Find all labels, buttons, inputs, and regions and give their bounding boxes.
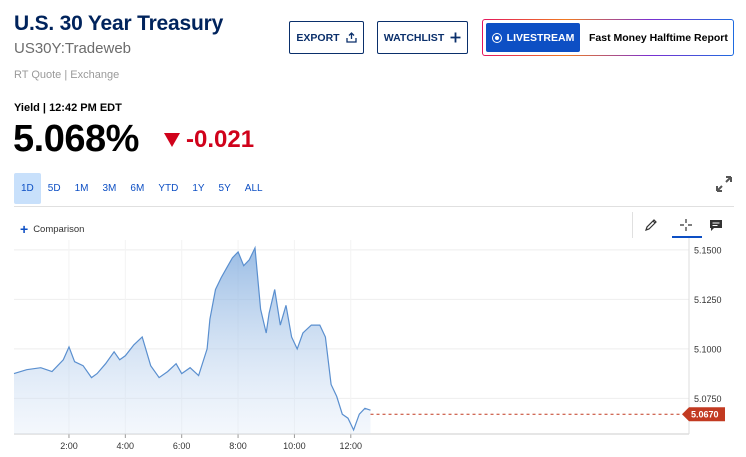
quote-source: RT Quote | Exchange [14, 69, 120, 81]
comparison-label: Comparison [33, 223, 85, 235]
export-button[interactable]: EXPORT [289, 21, 364, 54]
x-tick-label: 10:00 [283, 441, 306, 451]
plus-icon: + [20, 221, 29, 237]
x-tick-label: 6:00 [173, 441, 191, 451]
tool-separator [632, 212, 633, 238]
livestream-show-link[interactable]: Fast Money Halftime Report [589, 31, 728, 44]
last-price: 5.068% [13, 118, 139, 160]
range-1d[interactable]: 1D [14, 173, 41, 204]
plus-icon [450, 32, 461, 43]
livestream-button[interactable]: LIVESTREAM [486, 23, 580, 52]
expand-icon[interactable] [714, 174, 734, 199]
annotation-icon[interactable] [703, 212, 729, 238]
range-5d[interactable]: 5D [47, 183, 61, 194]
range-3m[interactable]: 3M [102, 183, 117, 194]
series-area [14, 247, 371, 434]
symbol-label: US30Y:Tradeweb [14, 40, 132, 57]
watchlist-button[interactable]: WATCHLIST [377, 21, 468, 54]
x-tick-label: 12:00 [340, 441, 363, 451]
x-tick-label: 8:00 [229, 441, 247, 451]
crosshair-icon[interactable] [673, 212, 699, 238]
series-line [13, 245, 371, 432]
range-1y[interactable]: 1Y [192, 183, 205, 194]
time-range-selector: 1D 5D 1M 3M 6M YTD 1Y 5Y ALL [14, 173, 270, 204]
range-5y[interactable]: 5Y [218, 183, 231, 194]
export-label: EXPORT [296, 31, 340, 44]
share-icon [345, 32, 357, 43]
comparison-button[interactable]: + Comparison [20, 221, 84, 237]
y-tick-label: 5.0750 [694, 394, 722, 404]
live-radio-icon [491, 32, 502, 43]
down-arrow-icon [164, 133, 180, 147]
last-value-tag [682, 407, 725, 422]
watchlist-label: WATCHLIST [383, 31, 445, 44]
y-tick-label: 5.1500 [694, 245, 722, 255]
range-1m[interactable]: 1M [74, 183, 89, 194]
range-6m[interactable]: 6M [130, 183, 145, 194]
toolbar-divider [14, 206, 734, 207]
last-value-label: 5.0670 [691, 410, 719, 420]
range-ytd[interactable]: YTD [158, 183, 179, 194]
yield-chart[interactable]: 5.1500 5.1250 5.1000 5.0750 2:00 4:00 6:00 8:00… [0, 238, 746, 457]
price-change: -0.021 [186, 126, 255, 153]
x-tick-label: 4:00 [117, 441, 135, 451]
x-tick-label: 2:00 [60, 441, 78, 451]
page-title: U.S. 30 Year Treasury [14, 12, 224, 35]
yield-timestamp: Yield | 12:42 PM EDT [14, 102, 122, 114]
active-tool-indicator [672, 236, 702, 238]
y-tick-label: 5.1000 [694, 344, 722, 354]
livestream-label: LIVESTREAM [506, 31, 575, 44]
pencil-icon[interactable] [638, 212, 664, 238]
livestream-banner: LIVESTREAM Fast Money Halftime Report [482, 19, 734, 56]
range-all[interactable]: ALL [244, 183, 263, 194]
y-tick-label: 5.1250 [694, 295, 722, 305]
